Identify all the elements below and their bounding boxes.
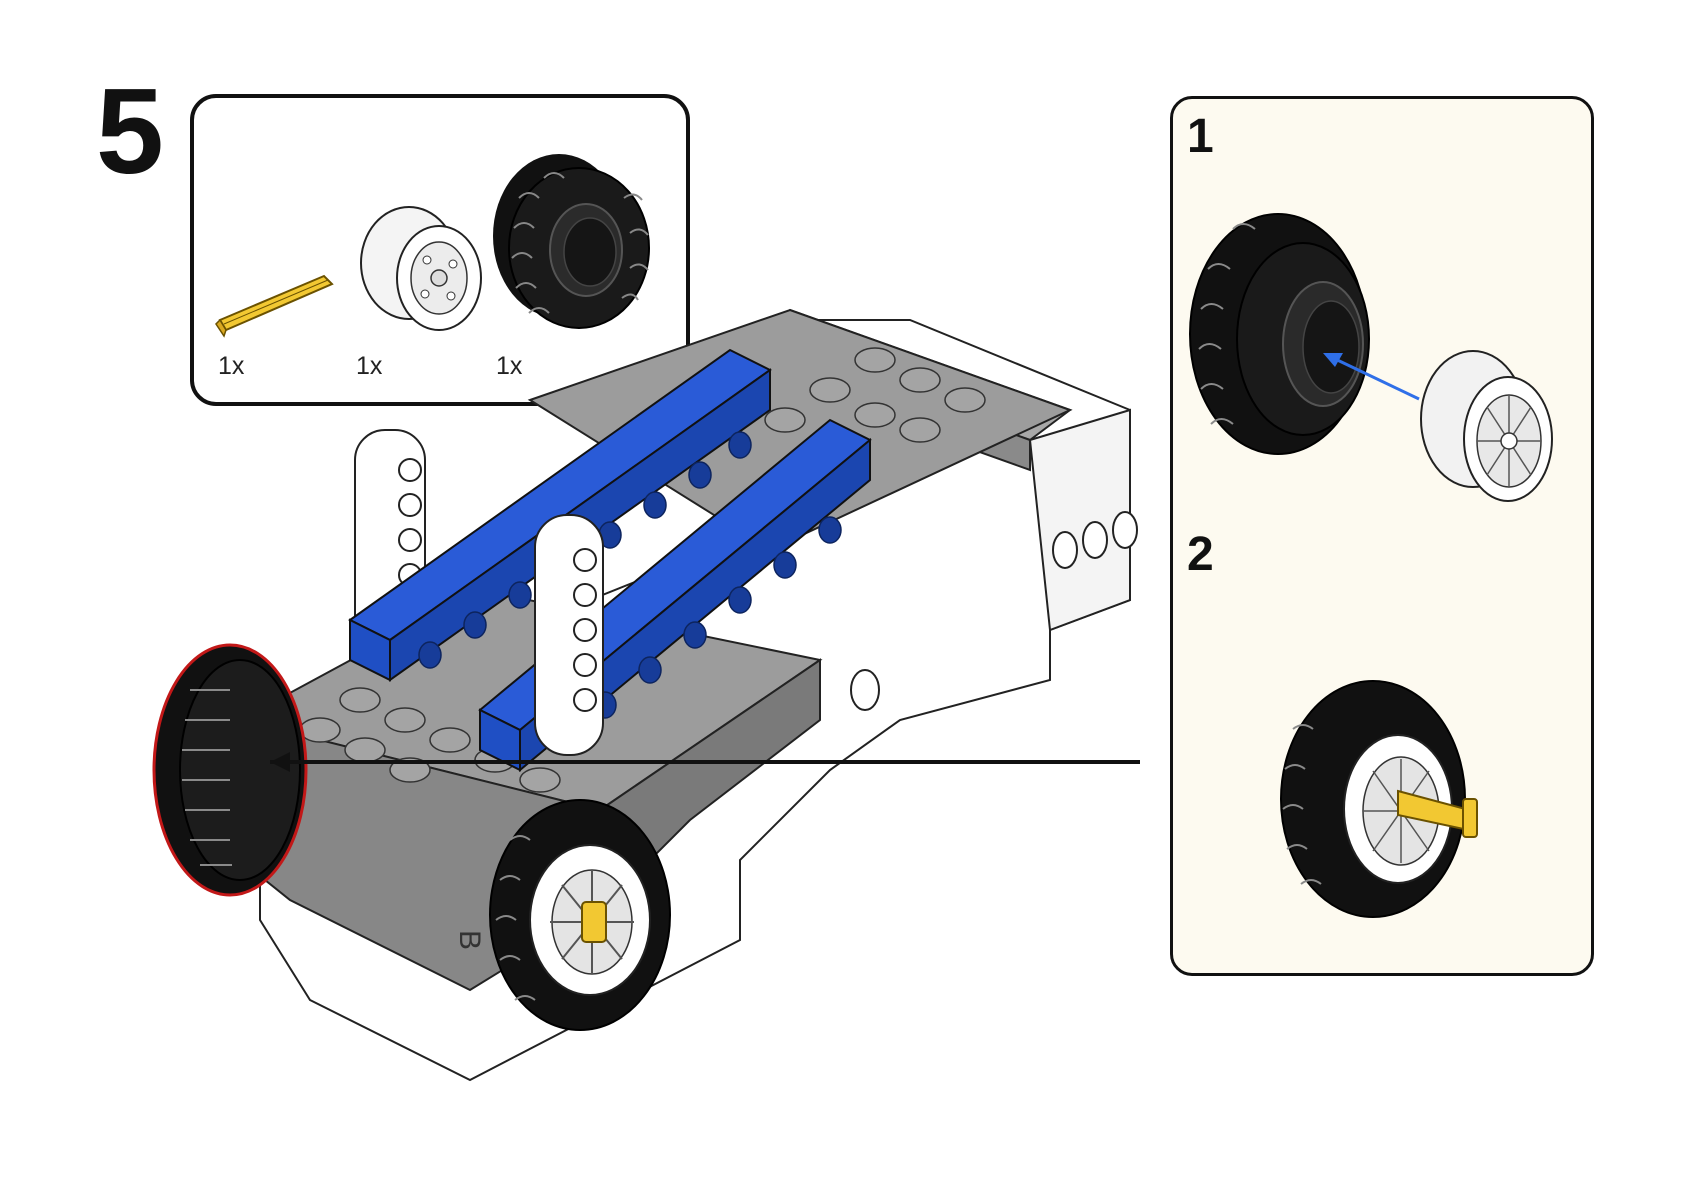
axle-part-icon <box>215 274 334 338</box>
substep-1-number: 1 <box>1187 110 1214 163</box>
step-number: 5 <box>96 63 164 199</box>
tire-part-icon <box>493 154 650 329</box>
rim-qty-label: 1x <box>356 352 383 380</box>
substep-illustration <box>1189 213 1553 918</box>
parts-list-box: 1x 1x 1x <box>190 94 690 406</box>
parts-illustration <box>215 154 650 338</box>
axle-qty-label: 1x <box>218 352 245 380</box>
left-wheel-part <box>152 643 308 897</box>
white-liftarm-part <box>534 514 604 756</box>
substep1-rim-icon <box>1420 350 1553 502</box>
substep-2-number: 2 <box>1187 528 1214 581</box>
substep2-wheel-icon <box>1280 680 1478 918</box>
main-assembly-illustration: A B <box>152 308 1140 1082</box>
right-wheel-part <box>489 799 671 1031</box>
svg-text:B: B <box>453 930 486 950</box>
callout-pointer-arrow <box>270 752 1140 772</box>
insert-direction-arrow-icon <box>1323 353 1420 401</box>
tire-qty-label: 1x <box>496 352 523 380</box>
substep-callout-box: 1 2 <box>1170 96 1594 976</box>
substep1-tire-icon <box>1189 213 1370 455</box>
rim-part-icon <box>360 206 482 331</box>
